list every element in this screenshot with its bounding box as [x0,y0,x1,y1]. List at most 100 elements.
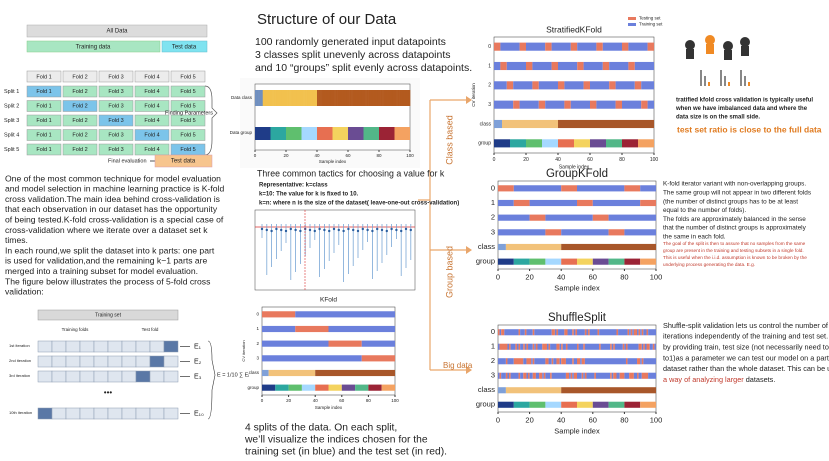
class-cell [313,90,316,106]
text: that the number of distinct groups is ap… [663,225,807,232]
fold-cell [79,340,95,353]
group-cell [301,127,317,140]
group-segment [288,384,302,391]
split-segment [637,358,641,365]
y-tick-label: 0 [491,327,495,336]
text: Fold 4 [144,103,159,109]
point [265,228,268,232]
fold-cell [135,340,151,353]
plot-title: KFold [320,297,337,304]
split-segment [524,329,527,336]
class-cell [256,90,259,106]
split-segment [577,199,593,207]
fold-cell [163,407,179,420]
class-cell [344,90,347,106]
split-segment [572,329,574,336]
split-segment [518,329,521,336]
split-segment [640,185,656,192]
fold-cell [134,129,170,141]
class-cell [329,90,332,106]
split-segment [543,372,546,379]
point [371,229,374,233]
group-cell [317,127,333,140]
split-segment [613,343,615,350]
class-cell [312,90,315,106]
split-segment [535,372,540,379]
fold-cell [65,407,81,420]
class-cell [281,90,284,106]
y-tick-label: class [249,370,260,375]
icon [708,82,710,86]
text: E = 1/10 ∑ Eᵢ [217,372,249,378]
point [260,227,264,231]
class-cell [358,90,361,106]
class-cell [374,90,377,106]
class-cell [375,90,378,106]
split-segment [570,372,573,379]
split-segment [573,372,577,379]
split-segment [641,329,644,336]
class-cell [317,90,319,106]
split-segment [594,372,596,379]
icon [728,82,730,86]
fold-cell [26,85,62,98]
class-cell [380,90,383,106]
fold-cell [121,355,137,368]
split-segment [534,329,552,336]
class-cell [335,90,338,106]
group-segment [592,258,609,265]
class-cell [348,90,350,106]
split-segment [577,329,585,336]
fold-cell [98,114,134,127]
x-tick-label: 40 [557,416,565,425]
class-cell [309,90,312,106]
fold-cell [170,100,206,112]
x-tick-label: 60 [589,273,597,282]
split-segment [506,81,514,90]
split-segment [498,214,530,221]
split-segment [644,343,647,350]
text: Group based [444,246,454,298]
group-cell [394,127,410,140]
split-segment [561,358,566,365]
split-segment [501,329,505,336]
x-tick-label: 20 [525,273,533,282]
split-segment [262,355,362,362]
y-tick-label: 1 [488,63,491,69]
icon [748,82,750,86]
iteration-label: 2nd iteration [9,358,31,363]
split-segment [559,343,562,350]
class-cell [394,90,397,106]
class-cell [361,90,364,106]
split-segment [554,329,557,336]
split-segment [624,343,626,350]
text: The folds are approximately balanced in … [663,216,806,223]
y-tick-label: 3 [256,356,259,361]
group-segment [301,384,316,391]
errorbar-frame [254,209,416,291]
class-cell [293,90,296,106]
split-segment [361,355,395,362]
class-cell [301,90,304,106]
fold-cell [163,370,179,383]
y-label: CV iteration [471,83,476,107]
point [323,228,326,232]
point [284,229,288,233]
point [409,228,412,232]
paragraph-line: cross-validation where we iterate over a… [5,225,208,235]
split-segment [646,343,650,350]
split-segment [633,372,638,379]
text: Fold 2 [72,132,87,138]
class-cell [399,90,401,106]
split-segment [532,329,535,336]
paragraph-line: One of the most common technique for mod… [5,173,221,183]
split-segment [506,61,526,71]
class-cell [349,90,352,106]
split-segment [646,329,649,336]
class-cell [320,90,322,106]
text: All Data [106,29,128,35]
class-cell [386,90,389,106]
split-segment [531,358,533,365]
split-segment [528,343,533,350]
split-segment [529,199,577,207]
